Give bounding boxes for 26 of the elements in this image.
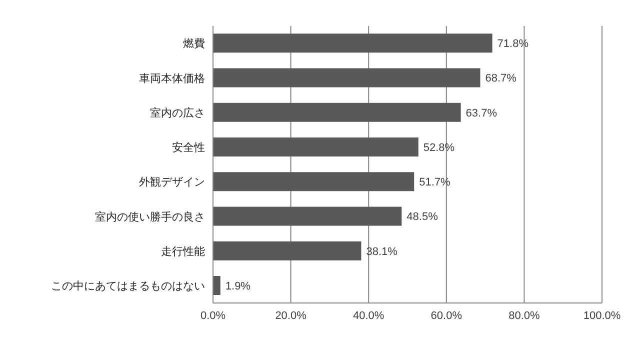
data-label: 1.9% — [225, 280, 251, 292]
y-tick-label: 安全性 — [172, 141, 205, 154]
x-tick-label: 80.0% — [508, 310, 540, 322]
x-tick-label: 40.0% — [353, 310, 384, 322]
bar — [213, 172, 414, 192]
bar — [213, 102, 461, 122]
y-tick-label: この中にあてはまるものはない — [51, 280, 205, 293]
y-tick-label: 車両本体価格 — [139, 72, 205, 85]
x-tick-label: 60.0% — [430, 310, 462, 322]
bar — [213, 276, 220, 295]
y-tick-label: 室内の使い勝手の良さ — [95, 210, 205, 224]
y-tick-label: 燃費 — [183, 37, 205, 50]
bar — [213, 206, 402, 226]
bar — [213, 241, 362, 260]
y-tick-label: 外観デザイン — [139, 176, 205, 189]
bar — [213, 34, 492, 53]
y-tick-label: 室内の広さ — [150, 106, 205, 120]
x-tick-label: 20.0% — [275, 310, 307, 322]
x-tick-label: 100.0% — [583, 310, 621, 322]
y-tick-label: 走行性能 — [161, 244, 205, 258]
x-tick-label: 0.0% — [200, 310, 226, 322]
bar — [213, 68, 480, 88]
data-label: 68.7% — [485, 72, 517, 85]
data-label: 48.5% — [406, 211, 438, 224]
bar — [213, 137, 418, 156]
data-label: 63.7% — [466, 107, 498, 120]
